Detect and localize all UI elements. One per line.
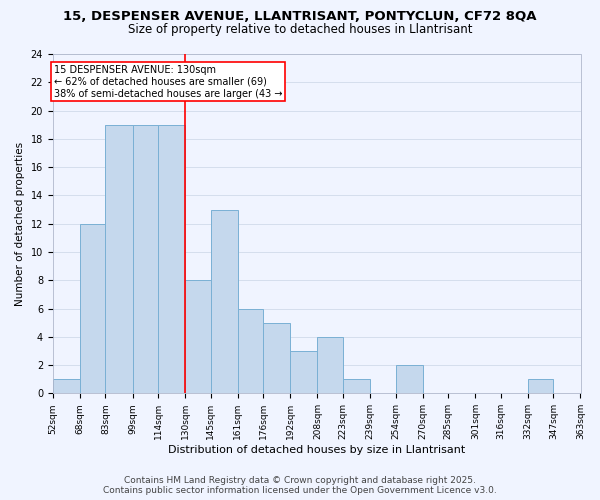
Bar — [53, 379, 80, 394]
Bar — [133, 124, 158, 394]
Text: Size of property relative to detached houses in Llantrisant: Size of property relative to detached ho… — [128, 22, 472, 36]
Bar — [290, 351, 317, 394]
Bar — [185, 280, 211, 394]
Text: 15, DESPENSER AVENUE, LLANTRISANT, PONTYCLUN, CF72 8QA: 15, DESPENSER AVENUE, LLANTRISANT, PONTY… — [63, 10, 537, 23]
Text: Contains HM Land Registry data © Crown copyright and database right 2025.
Contai: Contains HM Land Registry data © Crown c… — [103, 476, 497, 495]
Bar — [263, 322, 290, 394]
Bar — [317, 337, 343, 394]
Bar — [395, 365, 422, 394]
Bar — [106, 124, 133, 394]
X-axis label: Distribution of detached houses by size in Llantrisant: Distribution of detached houses by size … — [168, 445, 465, 455]
Y-axis label: Number of detached properties: Number of detached properties — [15, 142, 25, 306]
Bar — [158, 124, 185, 394]
Bar — [528, 379, 553, 394]
Bar — [80, 224, 106, 394]
Bar — [211, 210, 238, 394]
Bar — [343, 379, 370, 394]
Bar — [238, 308, 263, 394]
Text: 15 DESPENSER AVENUE: 130sqm
← 62% of detached houses are smaller (69)
38% of sem: 15 DESPENSER AVENUE: 130sqm ← 62% of det… — [53, 66, 282, 98]
